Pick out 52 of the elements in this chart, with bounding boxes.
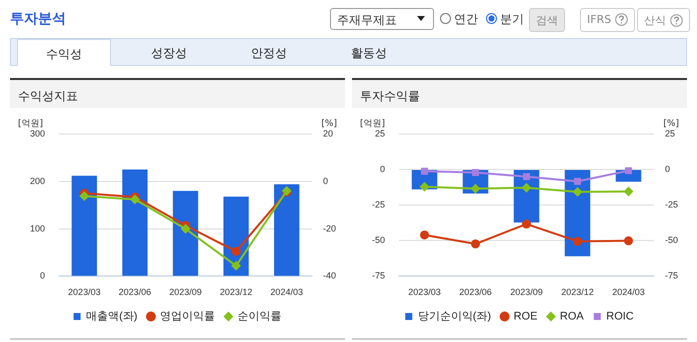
- legend-label: 당기순이익(좌): [418, 310, 492, 323]
- text: 산식: [637, 8, 690, 32]
- x-tick-label: 2023/03: [408, 287, 441, 298]
- x-tick-label: 2023/12: [220, 287, 252, 298]
- x-tick-label: 2023/03: [68, 287, 101, 298]
- legend-label: ROA: [560, 310, 584, 323]
- y2-tick-label: 0: [664, 164, 670, 174]
- text: 투자분석: [10, 10, 66, 28]
- text: IFRS: [580, 8, 635, 32]
- x-tick-label: 2023/06: [459, 287, 492, 298]
- y-tick-label: 200: [30, 176, 46, 186]
- y2-tick-label: -20: [322, 223, 336, 234]
- text: 수익성: [17, 39, 111, 66]
- text: 성장성: [151, 45, 187, 62]
- y2-tick-label: 0: [322, 176, 328, 186]
- x-tick-label: 2023/09: [169, 287, 202, 298]
- y2-axis-title: [%]: [663, 118, 679, 129]
- text: 안정성: [251, 45, 287, 62]
- legend-label: ROIC: [606, 310, 634, 323]
- y-tick-label: -50: [372, 235, 386, 246]
- legend-label: 영업이익률: [160, 310, 215, 323]
- x-tick-label: 2023/12: [561, 287, 594, 298]
- y2-tick-label: -50: [664, 235, 678, 246]
- text: 검색: [529, 8, 565, 32]
- x-tick-label: 2023/09: [510, 287, 543, 298]
- text: 연간: [453, 11, 478, 28]
- y-tick-label: 0: [380, 164, 386, 174]
- y2-tick-label: -75: [664, 270, 678, 281]
- y-axis-title: [억원]: [360, 118, 386, 129]
- legend-label: 매출액(좌): [86, 310, 138, 323]
- x-tick-label: 2024/03: [612, 287, 645, 298]
- legend-label: 순이익률: [237, 310, 282, 323]
- y2-tick-label: 20: [322, 128, 334, 138]
- y-tick-label: 100: [30, 223, 46, 234]
- chart-title: 수익성지표: [10, 80, 345, 108]
- x-tick-label: 2023/06: [118, 287, 152, 298]
- legend-label: ROE: [514, 310, 538, 323]
- y2-tick-label: 25: [664, 128, 676, 138]
- chart-title: 투자수익률: [352, 80, 687, 108]
- y-tick-label: 300: [30, 128, 46, 138]
- y-tick-label: 25: [374, 128, 386, 138]
- text: 분기: [499, 11, 524, 28]
- text: 활동성: [351, 45, 387, 62]
- y2-tick-label: -25: [664, 200, 678, 210]
- y-tick-label: 0: [40, 270, 46, 281]
- y2-tick-label: -40: [322, 270, 336, 281]
- y-axis-title: [억원]: [18, 118, 44, 129]
- x-tick-label: 2024/03: [270, 287, 303, 298]
- text: 주재무제표: [330, 8, 434, 30]
- y2-axis-title: [%]: [321, 118, 337, 129]
- y-tick-label: -75: [372, 270, 386, 281]
- y-tick-label: -25: [372, 200, 386, 210]
